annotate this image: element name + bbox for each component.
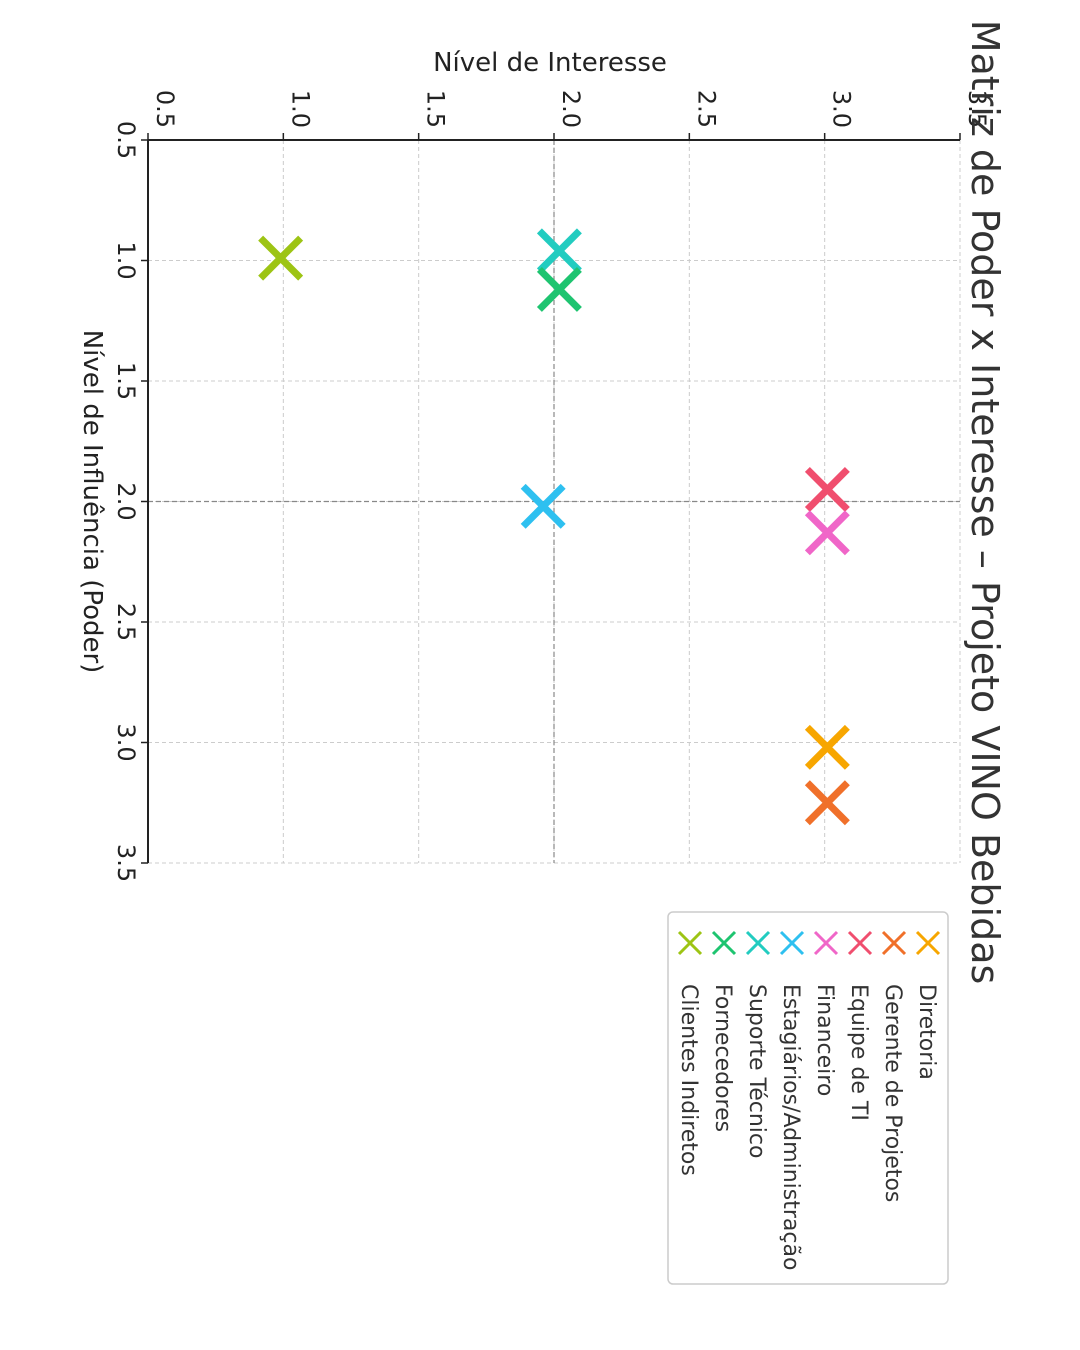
interest-tick-label: 2.0 bbox=[557, 90, 585, 128]
data-point bbox=[258, 235, 304, 281]
data-point bbox=[804, 724, 850, 770]
interest-tick-label: 2.5 bbox=[692, 90, 720, 128]
legend-label: Clientes Indiretos bbox=[676, 984, 701, 1176]
legend-item: Gerente de Projetos bbox=[880, 930, 907, 1202]
power-tick-label: 1.5 bbox=[112, 362, 140, 400]
power-tick-label: 2.0 bbox=[112, 482, 140, 520]
power-tick-label: 3.5 bbox=[112, 844, 140, 882]
x-axis-label: Nível de Influência (Poder) bbox=[77, 330, 107, 674]
legend-item: Estagiários/Administração bbox=[778, 930, 805, 1270]
power-tick-label: 3.0 bbox=[112, 723, 140, 761]
legend-label: Fornecedores bbox=[710, 984, 735, 1132]
interest-tick-label: 0.5 bbox=[151, 90, 179, 128]
interest-tick-label: 3.5 bbox=[963, 90, 991, 128]
power-tick-label: 1.0 bbox=[112, 241, 140, 279]
interest-tick-label: 1.5 bbox=[422, 90, 450, 128]
legend-label: Gerente de Projetos bbox=[880, 984, 905, 1202]
data-points bbox=[258, 228, 850, 826]
legend-label: Suporte Técnico bbox=[744, 984, 769, 1158]
legend-label: Equipe de TI bbox=[846, 984, 871, 1121]
power-tick-label: 0.5 bbox=[112, 121, 140, 159]
data-point bbox=[804, 466, 850, 512]
legend-item: Financeiro bbox=[812, 930, 839, 1096]
legend-frame bbox=[667, 911, 949, 1285]
interest-tick-label: 1.0 bbox=[286, 90, 314, 128]
data-point bbox=[804, 510, 850, 556]
legend: Diretoria Gerente de Projetos Equipe de TI… bbox=[667, 911, 949, 1285]
interest-tick-label: 3.0 bbox=[828, 90, 856, 128]
data-point bbox=[536, 266, 582, 312]
legend-item: Clientes Indiretos bbox=[676, 930, 703, 1176]
y-axis-label: Nível de Interesse bbox=[433, 48, 667, 78]
chart-title: Matriz de Poder x Interesse – Projeto VI… bbox=[963, 20, 1007, 985]
legend-item: Suporte Técnico bbox=[744, 930, 771, 1158]
ticks: 0.5 1.0 1.5 2.0 2.5 3.0 3.5 0.5 1.0 1.5 2.0 2.5 3.0 3… bbox=[112, 90, 991, 882]
legend-item: Diretoria bbox=[914, 930, 941, 1080]
data-point bbox=[804, 780, 850, 826]
data-point bbox=[536, 228, 582, 274]
legend-item: Fornecedores bbox=[710, 930, 737, 1132]
legend-label: Estagiários/Administração bbox=[778, 984, 803, 1270]
legend-label: Financeiro bbox=[812, 984, 837, 1096]
power-tick-label: 2.5 bbox=[112, 603, 140, 641]
legend-label: Diretoria bbox=[914, 984, 939, 1080]
data-point bbox=[520, 483, 566, 529]
legend-item: Equipe de TI bbox=[846, 930, 873, 1121]
